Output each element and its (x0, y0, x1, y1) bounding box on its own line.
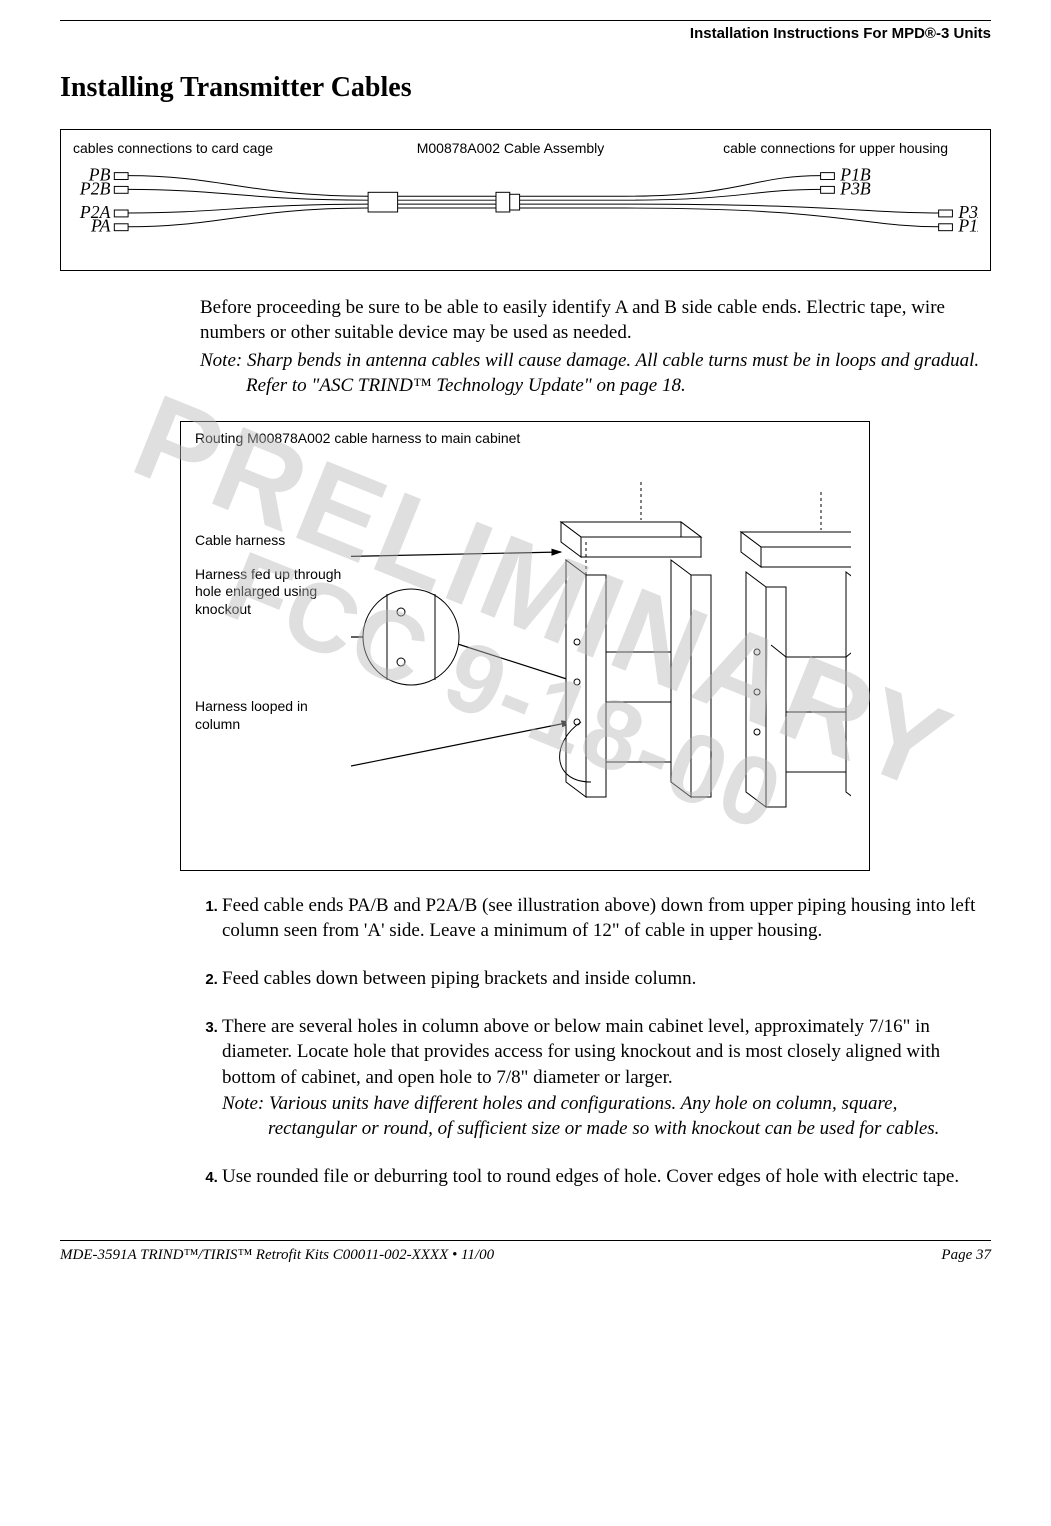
routing-svg (351, 482, 851, 852)
label-harness-fed: Harness fed up through hole enlarged usi… (195, 566, 355, 619)
label-cable-harness: Cable harness (195, 532, 355, 548)
routing-title: Routing M00878A002 cable harness to main… (195, 430, 859, 446)
running-head: Installation Instructions For MPD®-3 Uni… (60, 25, 991, 42)
intro-paragraph: Before proceeding be sure to be able to … (200, 296, 991, 345)
conn-PA: PA (90, 216, 111, 236)
fig1-label-mid: M00878A002 Cable Assembly (365, 140, 657, 156)
step-3-note: Note: Various units have different holes… (222, 1091, 991, 1142)
step-1: Feed cable ends PA/B and P2A/B (see illu… (222, 893, 991, 944)
step-3-text: There are several holes in column above … (222, 1016, 940, 1088)
step-2-text: Feed cables down between piping brackets… (222, 968, 696, 989)
conn-P1A: P1A (957, 216, 978, 236)
step-3: There are several holes in column above … (222, 1014, 991, 1142)
routing-figure: Routing M00878A002 cable harness to main… (180, 421, 870, 871)
fig1-label-right: cable connections for upper housing (656, 140, 978, 156)
fig1-label-left: cables connections to card cage (73, 140, 365, 156)
page-footer: MDE-3591A TRIND™/TIRIS™ Retrofit Kits C0… (60, 1240, 991, 1264)
step-4: Use rounded file or deburring tool to ro… (222, 1164, 991, 1190)
cable-assembly-svg: PB P2B P2A PA (73, 166, 978, 256)
top-rule (60, 20, 991, 21)
label-harness-looped: Harness looped in column (195, 698, 355, 733)
intro-note: Note: Sharp bends in antenna cables will… (200, 349, 991, 398)
conn-P2B: P2B (79, 178, 111, 198)
step-1-text: Feed cable ends PA/B and P2A/B (see illu… (222, 895, 975, 942)
step-4-text: Use rounded file or deburring tool to ro… (222, 1166, 959, 1187)
conn-P3B: P3B (839, 178, 871, 198)
section-title: Installing Transmitter Cables (60, 72, 991, 104)
step-list: Feed cable ends PA/B and P2A/B (see illu… (200, 893, 991, 1190)
cable-assembly-figure: cables connections to card cage M00878A0… (60, 129, 991, 271)
step-2: Feed cables down between piping brackets… (222, 966, 991, 992)
footer-page-number: Page 37 (941, 1247, 991, 1264)
footer-left: MDE-3591A TRIND™/TIRIS™ Retrofit Kits C0… (60, 1247, 494, 1264)
